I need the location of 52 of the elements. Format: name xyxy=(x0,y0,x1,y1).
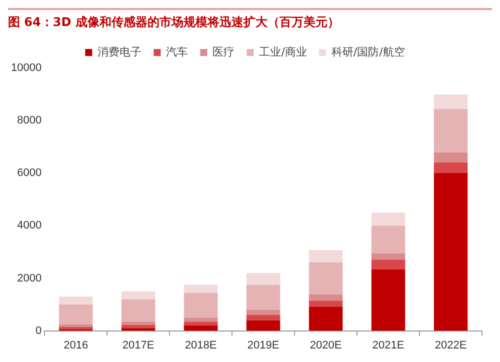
bar xyxy=(371,254,406,260)
bar xyxy=(434,94,468,109)
x-tick-label: 2022E xyxy=(434,339,467,352)
bar xyxy=(246,272,280,285)
bar xyxy=(184,322,218,326)
x-tick-label: 2021E xyxy=(372,339,404,352)
y-tick-label: 8000 xyxy=(17,114,42,127)
x-tick-label: 2017E xyxy=(122,339,154,352)
x-tick-label: 2018E xyxy=(184,339,217,352)
bar xyxy=(121,322,156,325)
bar xyxy=(58,296,93,305)
bar xyxy=(434,172,468,331)
bar xyxy=(246,315,280,320)
bar xyxy=(308,306,343,331)
chart-title: 图 64：3D 成像和传感器的市场规模将迅速扩大（百万美元） xyxy=(8,8,492,31)
bar xyxy=(308,262,343,295)
bar xyxy=(434,108,468,152)
bar xyxy=(184,318,218,322)
bar xyxy=(308,250,343,262)
bar xyxy=(246,284,280,310)
legend-label: 汽车 xyxy=(166,45,188,58)
bar xyxy=(434,152,468,162)
bar xyxy=(184,284,218,293)
bar xyxy=(246,320,280,331)
y-tick-label: 0 xyxy=(35,324,42,337)
legend-label: 消费电子 xyxy=(98,45,142,58)
bar xyxy=(434,162,468,173)
bar xyxy=(308,294,343,301)
legend-label: 科研/国防/航空 xyxy=(331,45,405,58)
legend-label: 工业/商业 xyxy=(259,45,307,58)
bar xyxy=(371,212,406,226)
bar xyxy=(371,260,406,270)
y-tick-label: 6000 xyxy=(17,167,42,180)
bar xyxy=(121,291,156,300)
bar xyxy=(58,304,93,324)
bar xyxy=(308,300,343,307)
bar xyxy=(121,328,156,331)
bar xyxy=(58,324,93,327)
bar xyxy=(184,326,218,331)
legend-label: 医疗 xyxy=(212,45,235,58)
x-tick-label: 2020E xyxy=(310,339,342,352)
bar xyxy=(371,226,406,254)
y-tick-label: 10000 xyxy=(10,62,42,74)
y-tick-label: 2000 xyxy=(17,272,42,284)
bar xyxy=(246,310,280,316)
bar xyxy=(58,326,93,330)
bar xyxy=(121,299,156,322)
bar xyxy=(184,292,218,318)
x-tick-label: 2019E xyxy=(247,339,280,352)
y-tick-label: 4000 xyxy=(17,220,42,232)
x-tick-label: 2016 xyxy=(64,339,88,352)
bar xyxy=(371,269,406,331)
